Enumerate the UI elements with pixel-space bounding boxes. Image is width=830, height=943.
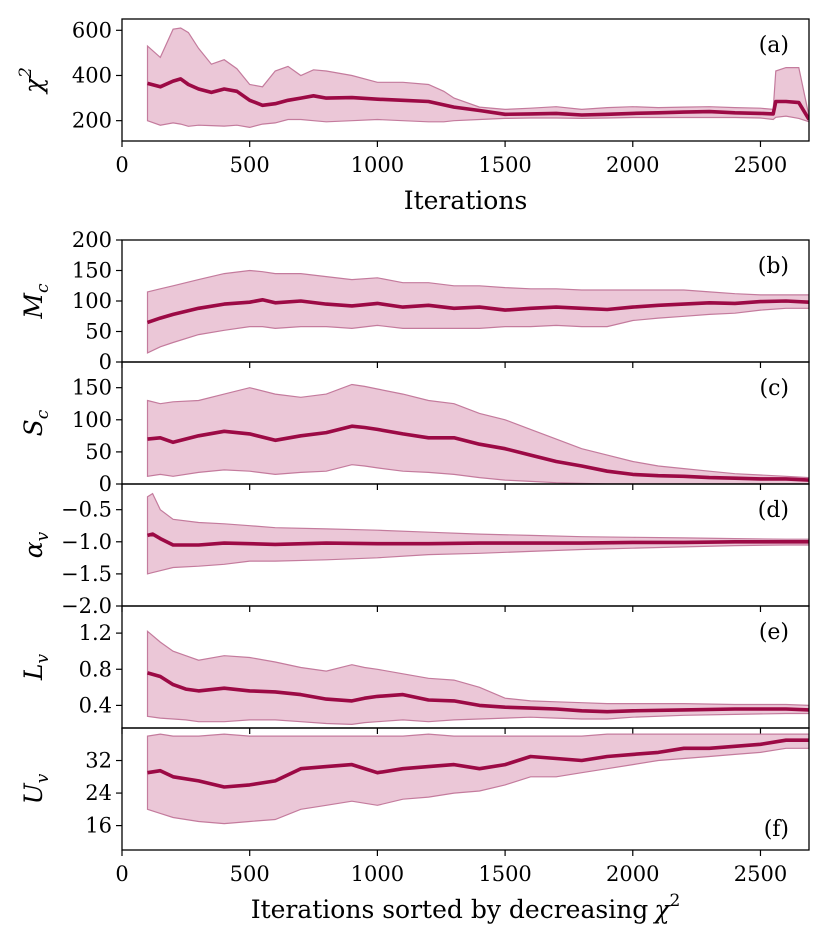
- panel-b: 0 50 100 150 200 (b) Mc: [19, 228, 810, 374]
- y-tick-label: 100: [72, 289, 112, 313]
- plot-area: [146, 27, 809, 129]
- median-line: [147, 671, 809, 714]
- y-tick-label: 0: [99, 350, 112, 374]
- confidence-band: [146, 492, 809, 575]
- y-tick-label: 32: [85, 749, 112, 773]
- y-tick-label: 1.2: [79, 621, 112, 645]
- y-tick-label: 0.4: [79, 693, 112, 717]
- panel-c: 0 50 100 150 (c) Sc: [19, 361, 810, 496]
- x-tick-label: 500: [230, 862, 270, 886]
- y-tick-label: 100: [72, 408, 112, 432]
- y-tick-label: 50: [85, 320, 112, 344]
- y-tick-label: 50: [85, 440, 112, 464]
- confidence-band: [146, 630, 809, 726]
- plot-area: [146, 269, 809, 354]
- x-tick-label: 1000: [351, 862, 404, 886]
- confidence-band: [146, 383, 809, 484]
- panel-a: 200 400 600 0 500 1000 1500 2000 2500 (a) χ2 Iterat…: [16, 18, 810, 215]
- panel-label: (e): [759, 620, 789, 645]
- panel-label: (f): [764, 817, 789, 842]
- y-tick-label: −0.5: [61, 498, 112, 522]
- plot-area: [146, 733, 809, 825]
- median-line: [147, 77, 809, 121]
- y-tick-label: −2.0: [61, 594, 112, 618]
- x-tick-label: 1500: [478, 153, 531, 177]
- confidence-band: [146, 27, 809, 129]
- median-line: [146, 298, 809, 325]
- x-tick-label: 2000: [606, 862, 659, 886]
- axes-frame: [121, 727, 810, 851]
- median-line: [147, 738, 809, 789]
- median-line: [147, 424, 809, 482]
- y-axis-label: αv: [19, 531, 53, 558]
- panel-e: 0.4 0.8 1.2 (e) Lv: [19, 605, 810, 734]
- y-axis-label: Lv: [19, 654, 53, 682]
- y-axis-label: Uv: [19, 773, 53, 804]
- y-tick-label: 150: [72, 376, 112, 400]
- y-tick-label: 400: [72, 63, 112, 87]
- panel-label: (c): [760, 376, 790, 401]
- y-tick-label: 16: [85, 814, 112, 838]
- y-tick-label: 0.8: [79, 657, 112, 681]
- y-tick-label: −1.0: [61, 530, 112, 554]
- y-tick-label: −1.5: [61, 562, 112, 586]
- x-tick-label: 500: [230, 153, 270, 177]
- axes-frame: [121, 18, 810, 142]
- y-tick-label: 600: [72, 18, 112, 42]
- panel-f: 16 24 32 0 500 1000 1500 2000 2500 (f) Uv Iteration…: [19, 727, 810, 924]
- confidence-band: [146, 733, 809, 825]
- y-axis-label: Mc: [19, 283, 53, 320]
- y-tick-label: 200: [72, 228, 112, 252]
- plot-area: [146, 383, 809, 484]
- plot-area: [146, 630, 809, 726]
- x-axis-label: Iterations: [404, 186, 528, 215]
- y-tick-label: 24: [85, 781, 112, 805]
- x-tick-label: 0: [115, 862, 128, 886]
- panel-label: (b): [758, 254, 789, 279]
- median-line: [147, 532, 809, 547]
- confidence-band: [146, 269, 809, 354]
- x-tick-label: 2500: [734, 153, 787, 177]
- y-axis-label: Sc: [19, 409, 53, 436]
- panel-d: −2.0 −1.5 −1.0 −0.5 (d) αv: [19, 483, 810, 618]
- panel-label: (d): [758, 498, 789, 523]
- panel-label: (a): [759, 33, 789, 58]
- y-axis-label: χ2: [16, 67, 48, 95]
- plot-area: [146, 492, 809, 575]
- x-tick-label: 0: [115, 153, 128, 177]
- x-axis-label: Iterations sorted by decreasing χ2: [251, 891, 681, 924]
- x-tick-label: 2000: [606, 153, 659, 177]
- y-tick-label: 0: [99, 472, 112, 496]
- x-tick-label: 1500: [478, 862, 531, 886]
- y-tick-label: 200: [72, 109, 112, 133]
- x-tick-label: 1000: [351, 153, 404, 177]
- y-tick-label: 150: [72, 259, 112, 283]
- x-tick-label: 2500: [734, 862, 787, 886]
